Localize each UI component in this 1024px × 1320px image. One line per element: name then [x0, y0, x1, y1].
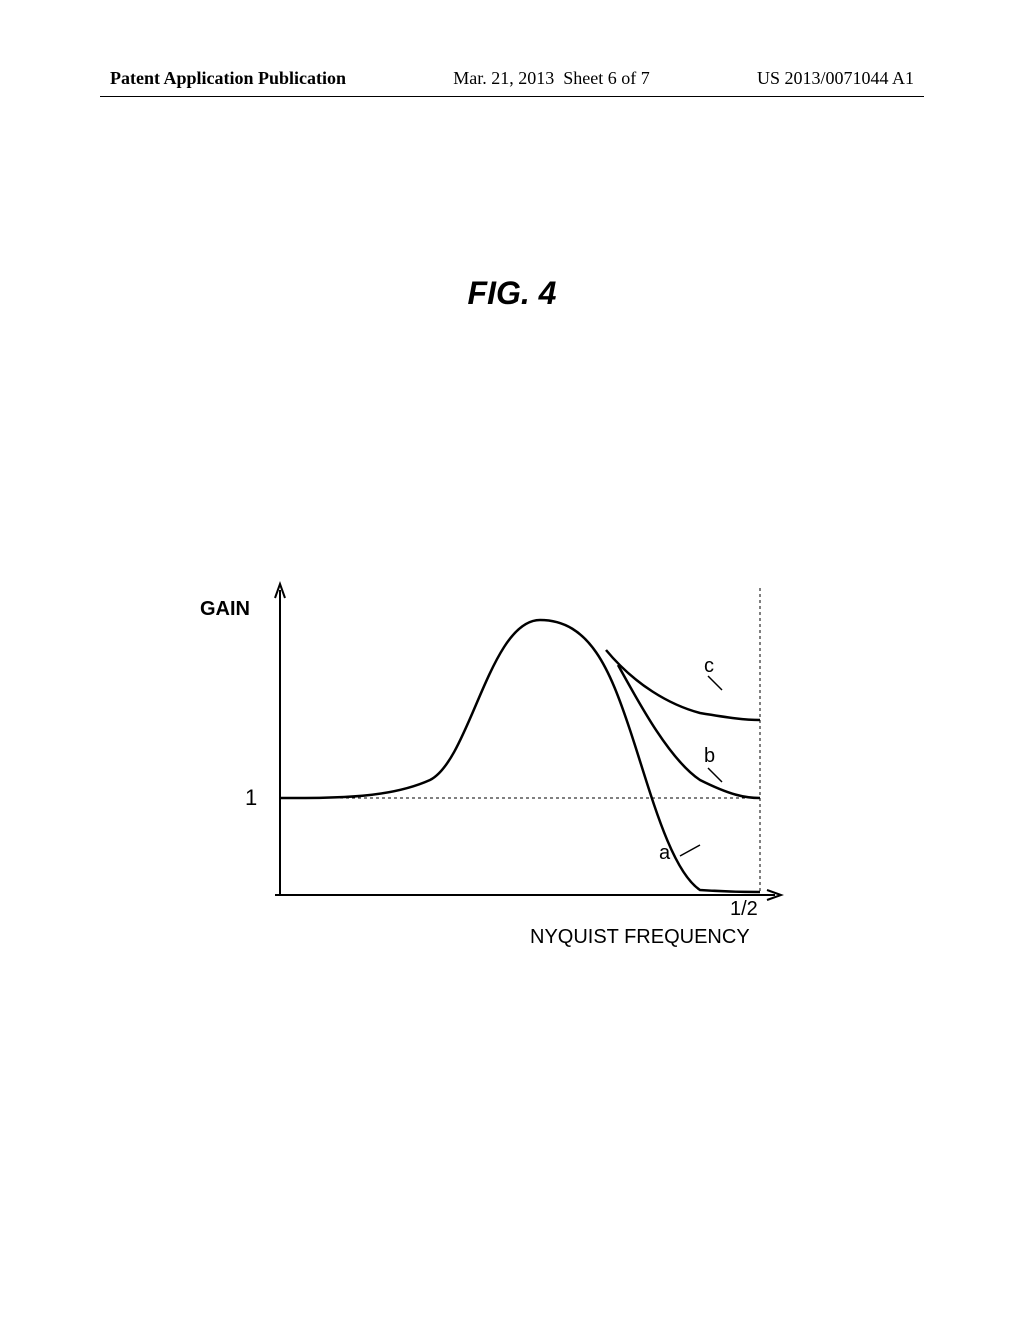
curve-label-a: a: [659, 842, 670, 865]
curve-b: [618, 665, 760, 798]
leader-b: [708, 768, 722, 782]
x-axis-label: NYQUIST FREQUENCY: [530, 926, 750, 949]
header-left-text: Patent Application Publication: [110, 68, 346, 89]
header-right-text: US 2013/0071044 A1: [757, 68, 914, 89]
x-tick-half: 1/2: [730, 898, 758, 921]
y-axis-label: GAIN: [200, 598, 250, 621]
gain-frequency-chart: GAIN 1 1/2 NYQUIST FREQUENCY a b c: [220, 570, 820, 970]
header-sheet: Sheet 6 of 7: [563, 68, 649, 88]
figure-title: FIG. 4: [468, 275, 557, 312]
curve-label-c: c: [704, 655, 714, 678]
y-tick-1: 1: [245, 785, 257, 811]
header-divider: [100, 96, 924, 97]
leader-c: [708, 676, 722, 690]
header-center-text: Mar. 21, 2013 Sheet 6 of 7: [453, 68, 649, 89]
chart-svg: [220, 570, 820, 940]
leader-a: [680, 845, 700, 856]
page-header: Patent Application Publication Mar. 21, …: [0, 68, 1024, 89]
header-date: Mar. 21, 2013: [453, 68, 554, 88]
curve-label-b: b: [704, 745, 715, 768]
